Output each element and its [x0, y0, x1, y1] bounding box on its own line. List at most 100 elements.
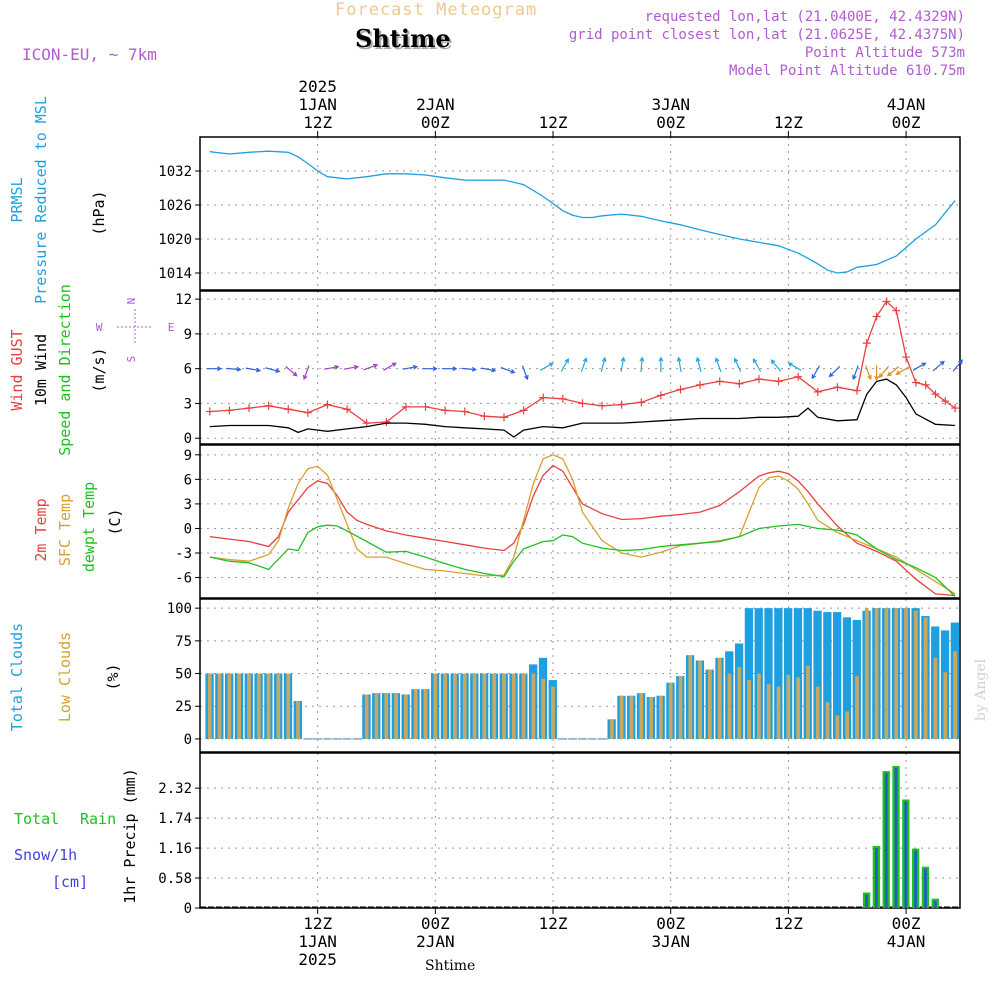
wind-direction-arrow: [714, 357, 722, 373]
low-cloud-bar: [286, 673, 291, 739]
compass-east: E: [168, 321, 175, 334]
compass-rose-icon: [117, 309, 153, 345]
wind-direction-arrow: [676, 356, 682, 373]
top-time-label: 4JAN: [887, 95, 926, 114]
wind-ytick-label: 9: [184, 327, 192, 343]
pressure-ytick-label: 1026: [158, 198, 192, 214]
gust-marker: [480, 412, 489, 421]
precip-legend-snow: Snow/1h: [14, 846, 77, 864]
low-cloud-bar: [845, 711, 850, 739]
gust-marker: [264, 401, 273, 410]
low-cloud-bar: [923, 617, 928, 739]
gust-marker: [921, 380, 930, 389]
wind-direction-arrow: [770, 359, 782, 372]
temp-legend-sfc: SFC Temp: [56, 494, 74, 566]
gust-marker: [539, 393, 548, 402]
gust-marker: [362, 419, 371, 428]
temp-legend-2m: 2m Temp: [32, 498, 50, 561]
total-cloud-bar: [813, 610, 822, 739]
gust-marker: [951, 404, 960, 413]
low-cloud-bar: [727, 673, 732, 739]
rain-bar-inner: [914, 850, 918, 908]
bottom-time-label: 2025: [298, 950, 337, 969]
gust-marker: [382, 417, 391, 426]
pressure-legend-prmsl: PRMSL: [8, 177, 26, 222]
wind-legend-direction: Speed and Direction: [56, 284, 74, 456]
low-cloud-bar: [884, 608, 889, 739]
gust-marker: [813, 387, 822, 396]
wind-direction-arrow: [952, 359, 964, 372]
low-cloud-bar: [413, 689, 418, 739]
gust-marker: [794, 372, 803, 381]
wind-direction-arrow: [886, 366, 900, 377]
temperature-ytick-label: 3: [184, 497, 192, 513]
gust-marker: [205, 407, 214, 416]
low-cloud-bar: [394, 693, 398, 739]
wind-direction-arrow: [733, 357, 742, 372]
total-cloud-bar: [823, 612, 832, 739]
wind-direction-arrow: [441, 366, 458, 372]
gust-marker: [323, 400, 332, 409]
wind-direction-arrow: [343, 364, 360, 370]
gust-marker: [656, 391, 665, 400]
wind-speed-line: [209, 378, 956, 438]
wind-direction-arrow: [422, 366, 438, 372]
pressure-ytick-label: 1014: [158, 266, 192, 282]
wind-direction-arrow: [245, 367, 262, 373]
wind-ytick-label: 0: [184, 431, 192, 447]
gust-marker: [676, 385, 685, 394]
top-time-label: 00Z: [892, 113, 921, 132]
precip-ytick-label: 2.32: [158, 781, 192, 797]
gust-marker: [833, 383, 842, 392]
clouds-ytick-label: 50: [175, 667, 192, 683]
top-time-label: 2025: [298, 77, 337, 96]
low-cloud-bar: [207, 673, 212, 739]
low-cloud-bar: [737, 667, 742, 739]
low-cloud-bar: [502, 673, 506, 739]
low-cloud-bar: [639, 693, 644, 739]
total-cloud-bar: [793, 608, 803, 739]
low-cloud-bar: [364, 694, 369, 739]
wind-direction-arrow: [500, 366, 516, 374]
bottom-time-label: 00Z: [421, 914, 450, 933]
wind-direction-arrow: [285, 366, 298, 377]
low-cloud-bar: [404, 694, 408, 739]
rain-bar-inner: [865, 894, 869, 908]
wind-direction-arrow: [560, 358, 569, 372]
low-cloud-bar: [492, 673, 497, 739]
gust-marker: [225, 406, 234, 415]
low-cloud-bar: [511, 673, 516, 739]
top-time-label: 1JAN: [298, 95, 337, 114]
wind-ytick-label: 6: [184, 362, 192, 378]
bottom-time-label: 12Z: [539, 914, 568, 933]
wind-panel: 0 3 6 9 12: [175, 290, 964, 447]
low-cloud-bar: [374, 693, 379, 739]
temperature-ytick-label: 9: [184, 448, 192, 464]
pressure-ytick-label: 1032: [158, 164, 192, 180]
gust-marker: [441, 406, 450, 415]
rain-bar-inner: [933, 900, 937, 908]
wind-direction-arrow: [932, 360, 945, 372]
wind-direction-arrow: [324, 364, 340, 370]
total-cloud-bar: [833, 612, 842, 739]
temperature-ytick-label: 6: [184, 472, 192, 488]
temperature-panel: -6 -3 0 3 6 9: [175, 444, 961, 599]
wind-direction-arrow: [383, 362, 397, 371]
footer-location: Shtime: [425, 958, 476, 974]
requested-coords: requested lon,lat (21.0400E, 42.4329N): [644, 9, 965, 25]
low-cloud-bar: [825, 702, 830, 739]
bottom-time-label: 12Z: [303, 914, 332, 933]
low-cloud-bar: [786, 674, 791, 739]
gust-marker: [902, 353, 911, 362]
low-cloud-bar: [933, 657, 938, 739]
low-cloud-bar: [433, 673, 438, 739]
point-altitude: Point Altitude 573m: [804, 45, 965, 61]
wind-direction-arrow: [402, 364, 419, 370]
gust-marker: [853, 386, 862, 395]
gust-marker: [578, 399, 587, 408]
low-cloud-bar: [482, 673, 487, 739]
low-cloud-bar: [874, 608, 879, 739]
low-cloud-bar: [649, 697, 653, 739]
low-cloud-bar: [688, 655, 693, 739]
low-cloud-bar: [266, 673, 271, 739]
